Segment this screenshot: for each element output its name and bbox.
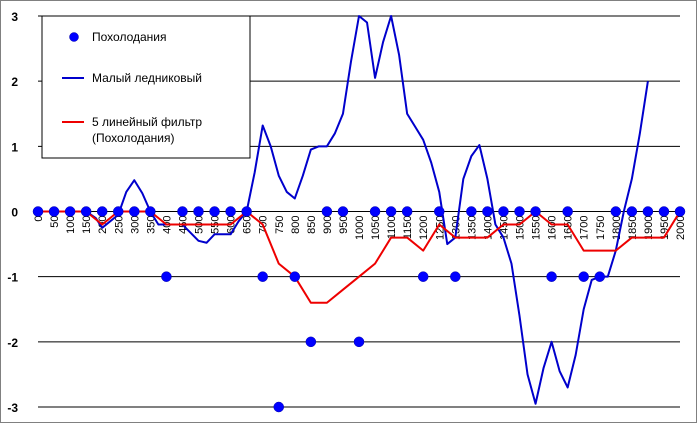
scatter-point: [578, 271, 589, 282]
x-tick-label-1600: 1600: [547, 216, 559, 240]
scatter-point: [626, 206, 638, 217]
x-tick-label-1850: 1850: [627, 216, 639, 240]
x-tick-label-750: 750: [274, 216, 286, 234]
x-tick-label-850: 850: [306, 216, 318, 234]
y-tick-label--1: -1: [7, 271, 18, 285]
scatter-point: [337, 206, 349, 217]
x-tick-label-1350: 1350: [466, 216, 478, 240]
legend-label-red-line-1: 5 линейный фильтр: [92, 115, 202, 129]
y-tick-label-2: 2: [11, 75, 18, 89]
scatter-point: [129, 206, 140, 217]
x-tick-label-1700: 1700: [579, 216, 591, 240]
legend-marker-scatter: [69, 32, 79, 42]
scatter-point: [562, 206, 573, 217]
scatter-point: [113, 206, 124, 217]
x-tick-label-1100: 1100: [386, 216, 398, 240]
x-tick-label-800: 800: [290, 216, 302, 234]
y-tick-label-0: 0: [11, 206, 18, 220]
scatter-point: [385, 206, 397, 217]
scatter-point: [417, 271, 429, 282]
scatter-point: [466, 206, 477, 217]
x-tick-label-1000: 1000: [354, 216, 366, 240]
x-tick-label-0: 0: [33, 216, 45, 222]
scatter-point: [450, 271, 461, 282]
y-axis-ticks: -3 -2 -1 0 1 2 3: [7, 10, 18, 415]
x-tick-label-2000: 2000: [675, 216, 687, 240]
scatter-point: [321, 206, 333, 217]
x-tick-label-1150: 1150: [402, 216, 414, 240]
x-tick-label-1550: 1550: [531, 216, 543, 240]
legend-label-red-line-2: (Похолодания): [92, 131, 174, 145]
y-tick-label-1: 1: [11, 140, 18, 154]
scatter-point: [64, 206, 76, 217]
y-tick-label-3: 3: [11, 10, 18, 24]
scatter-point: [305, 336, 317, 348]
scatter-point: [273, 401, 284, 413]
scatter-point: [610, 206, 622, 217]
scatter-point: [434, 206, 445, 217]
scatter-point: [48, 206, 60, 217]
scatter-point: [642, 206, 654, 217]
scatter-point: [482, 206, 493, 217]
scatter-point: [530, 206, 541, 217]
x-tick-label-1750: 1750: [595, 216, 607, 240]
scatter-point: [193, 206, 204, 217]
scatter-point: [161, 271, 172, 282]
legend-label-blue-line: Малый ледниковый: [92, 71, 202, 85]
series-line-red: [38, 210, 681, 304]
x-axis-ticks: 0 50 100 150 200 250 300 350 400 450 500 550 600 650 7…: [33, 216, 687, 240]
x-tick-label-350: 350: [145, 216, 157, 234]
x-tick-label-900: 900: [322, 216, 334, 234]
scatter-point: [257, 271, 268, 282]
x-tick-label-650: 650: [242, 216, 254, 234]
scatter-point: [289, 271, 301, 282]
scatter-point: [674, 206, 686, 217]
scatter-point: [514, 206, 525, 217]
legend-label-scatter: Похолодания: [92, 30, 167, 44]
scatter-point: [594, 271, 605, 282]
y-tick-label--3: -3: [7, 401, 18, 415]
scatter-point: [177, 206, 188, 217]
scatter-point: [209, 206, 220, 217]
series-line-blue: [38, 15, 649, 405]
x-tick-label-250: 250: [113, 216, 125, 234]
y-tick-label--2: -2: [7, 336, 18, 350]
series-layer: [32, 15, 686, 413]
legend: Похолодания Малый ледниковый 5 линейный …: [41, 15, 251, 159]
scatter-point: [32, 206, 44, 217]
x-tick-label-300: 300: [129, 216, 141, 234]
scatter-point: [145, 206, 156, 217]
x-tick-label-50: 50: [49, 216, 61, 228]
legend-label-red-line: 5 линейный фильтр (Похолодания): [92, 115, 205, 145]
x-tick-label-1900: 1900: [643, 216, 655, 240]
scatter-point: [241, 206, 252, 217]
x-tick-label-1950: 1950: [659, 216, 671, 240]
x-tick-label-100: 100: [65, 216, 77, 234]
x-tick-label-1200: 1200: [418, 216, 430, 240]
scatter-point: [546, 271, 557, 282]
x-tick-label-950: 950: [338, 216, 350, 234]
scatter-point: [225, 206, 236, 217]
scatter-point: [96, 206, 108, 217]
x-tick-label-1050: 1050: [370, 216, 382, 240]
scatter-point: [498, 206, 509, 217]
scatter-point: [369, 206, 381, 217]
scatter-point: [658, 206, 670, 217]
x-tick-label-150: 150: [81, 216, 93, 234]
scatter-point: [80, 206, 92, 217]
scatter-point: [401, 206, 413, 217]
scatter-point: [353, 336, 365, 348]
